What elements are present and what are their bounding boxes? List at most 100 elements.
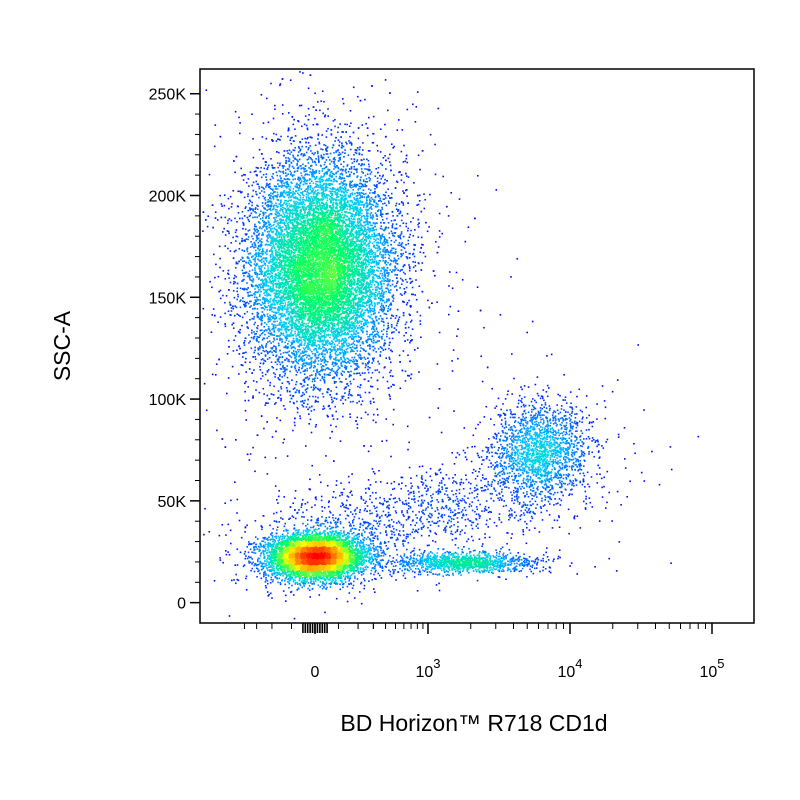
event-dot bbox=[217, 275, 220, 278]
event-dot bbox=[267, 368, 270, 371]
event-dot bbox=[441, 232, 443, 235]
event-dot bbox=[302, 253, 305, 255]
event-dot bbox=[316, 377, 319, 379]
event-dot bbox=[326, 294, 329, 297]
event-dot bbox=[287, 204, 289, 207]
event-dot bbox=[322, 232, 325, 235]
event-dot bbox=[403, 334, 405, 337]
event-dot bbox=[327, 234, 329, 237]
event-dot bbox=[379, 174, 381, 177]
event-dot bbox=[371, 242, 374, 244]
event-dot bbox=[294, 212, 296, 214]
event-dot bbox=[234, 314, 236, 317]
event-dot bbox=[372, 229, 374, 232]
event-dot bbox=[409, 277, 411, 280]
event-dots bbox=[202, 71, 700, 620]
event-dot bbox=[318, 260, 320, 263]
event-dot bbox=[255, 249, 257, 252]
event-dot bbox=[374, 252, 377, 254]
event-dot bbox=[398, 316, 401, 318]
event-dot bbox=[290, 137, 292, 139]
event-dot bbox=[259, 369, 262, 371]
event-dot bbox=[245, 357, 247, 360]
event-dot bbox=[369, 268, 372, 270]
event-dot bbox=[451, 287, 454, 290]
event-dot bbox=[350, 300, 352, 303]
event-dot bbox=[314, 204, 316, 207]
event-dot bbox=[348, 359, 351, 362]
event-dot bbox=[288, 112, 290, 114]
event-dot bbox=[324, 369, 326, 371]
event-dot bbox=[242, 265, 245, 267]
event-dot bbox=[249, 453, 252, 455]
event-dot bbox=[325, 298, 327, 300]
event-dot bbox=[326, 317, 328, 320]
event-dot bbox=[316, 221, 319, 224]
event-dot bbox=[335, 203, 338, 206]
event-dot bbox=[391, 283, 394, 286]
event-dot bbox=[364, 358, 367, 360]
event-dot bbox=[311, 253, 314, 255]
event-dot bbox=[241, 316, 244, 319]
event-dot bbox=[367, 251, 370, 253]
event-dot bbox=[426, 230, 429, 233]
event-dot bbox=[325, 224, 328, 227]
event-dot bbox=[281, 113, 284, 115]
event-dot bbox=[312, 361, 314, 364]
event-dot bbox=[339, 318, 341, 321]
event-dot bbox=[369, 192, 371, 194]
event-dot bbox=[349, 194, 352, 197]
event-dot bbox=[272, 372, 275, 374]
event-dot bbox=[262, 387, 265, 390]
event-dot bbox=[397, 269, 399, 271]
event-dot bbox=[215, 363, 218, 365]
event-dot bbox=[286, 455, 289, 457]
event-dot bbox=[272, 314, 275, 317]
event-dot bbox=[311, 159, 314, 161]
event-dot bbox=[331, 307, 334, 310]
event-dot bbox=[328, 263, 330, 265]
event-dot bbox=[258, 215, 260, 217]
event-dot bbox=[297, 292, 300, 294]
event-dot bbox=[243, 352, 245, 354]
event-dot bbox=[384, 348, 387, 351]
event-dot bbox=[279, 272, 282, 275]
event-dot bbox=[314, 304, 317, 307]
event-dot bbox=[250, 261, 252, 263]
event-dot bbox=[303, 168, 305, 171]
event-dot bbox=[323, 100, 325, 103]
event-dot bbox=[273, 337, 275, 339]
event-dot bbox=[260, 94, 263, 96]
event-dot bbox=[417, 236, 420, 238]
event-dot bbox=[275, 133, 278, 136]
event-dot bbox=[402, 190, 404, 192]
event-dot bbox=[341, 370, 344, 372]
event-dot bbox=[263, 191, 266, 193]
event-dot bbox=[314, 377, 316, 379]
event-dot bbox=[491, 387, 493, 390]
event-dot bbox=[405, 225, 407, 228]
event-dot bbox=[352, 228, 354, 230]
event-dot bbox=[387, 253, 390, 256]
event-dot bbox=[303, 373, 306, 375]
event-dot bbox=[400, 245, 403, 248]
event-dot bbox=[287, 183, 290, 186]
event-dot bbox=[217, 219, 219, 221]
event-dot bbox=[418, 285, 421, 287]
event-dot bbox=[366, 202, 368, 205]
event-dot bbox=[264, 456, 266, 459]
event-dot bbox=[282, 334, 285, 336]
event-dot bbox=[383, 239, 386, 242]
event-dot bbox=[325, 136, 328, 138]
event-dot bbox=[237, 314, 240, 316]
event-dot bbox=[337, 359, 339, 361]
event-dot bbox=[295, 307, 297, 309]
event-dot bbox=[326, 361, 329, 363]
event-dot bbox=[392, 300, 394, 302]
event-dot bbox=[348, 308, 351, 310]
event-dot bbox=[302, 293, 305, 296]
event-dot bbox=[317, 388, 320, 391]
event-dot bbox=[345, 314, 347, 317]
event-dot bbox=[247, 272, 250, 275]
